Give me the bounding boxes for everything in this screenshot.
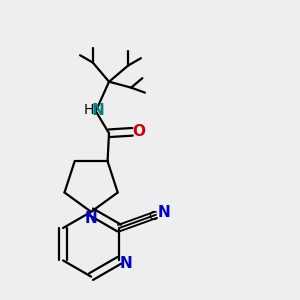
Text: C: C [148, 210, 157, 223]
Text: H: H [83, 103, 94, 117]
Text: N: N [158, 205, 170, 220]
Text: N: N [91, 103, 104, 118]
Text: N: N [85, 211, 98, 226]
Text: N: N [119, 256, 132, 272]
Text: O: O [133, 124, 146, 139]
